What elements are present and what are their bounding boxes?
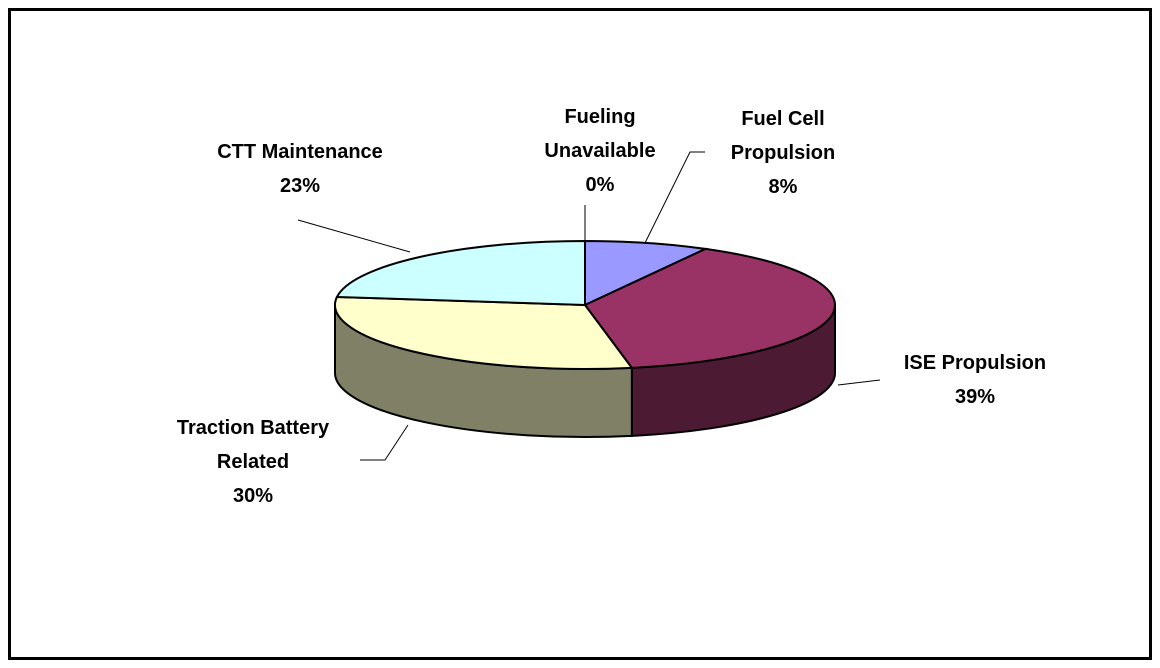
leader-line <box>644 151 705 244</box>
category-label: CTT Maintenance <box>217 141 383 163</box>
leader-line <box>360 424 409 461</box>
category-label: Fuel Cell Propulsion <box>730 108 836 164</box>
value-label: 23% <box>279 175 321 197</box>
slice <box>334 295 634 370</box>
value-label: 30% <box>232 485 274 507</box>
value-label: 39% <box>954 386 996 408</box>
slice-label: Traction Battery Related 30% <box>138 411 368 513</box>
slice-label: Fueling Unavailable 0% <box>520 100 680 202</box>
slice <box>583 247 836 369</box>
slice-label: CTT Maintenance 23% <box>180 135 420 203</box>
category-label: Fueling Unavailable <box>544 106 656 162</box>
leader-line <box>297 219 411 253</box>
slice <box>584 239 709 307</box>
value-label: 0% <box>585 174 615 196</box>
leader-line <box>837 379 881 386</box>
value-label: 8% <box>768 176 798 198</box>
category-label: Traction Battery Related <box>176 417 330 473</box>
category-label: ISE Propulsion <box>903 352 1047 374</box>
slice-label: ISE Propulsion 39% <box>875 346 1075 414</box>
slice-label: Fuel Cell Propulsion 8% <box>703 102 863 204</box>
slice <box>335 239 586 307</box>
chart-frame <box>8 8 1152 660</box>
